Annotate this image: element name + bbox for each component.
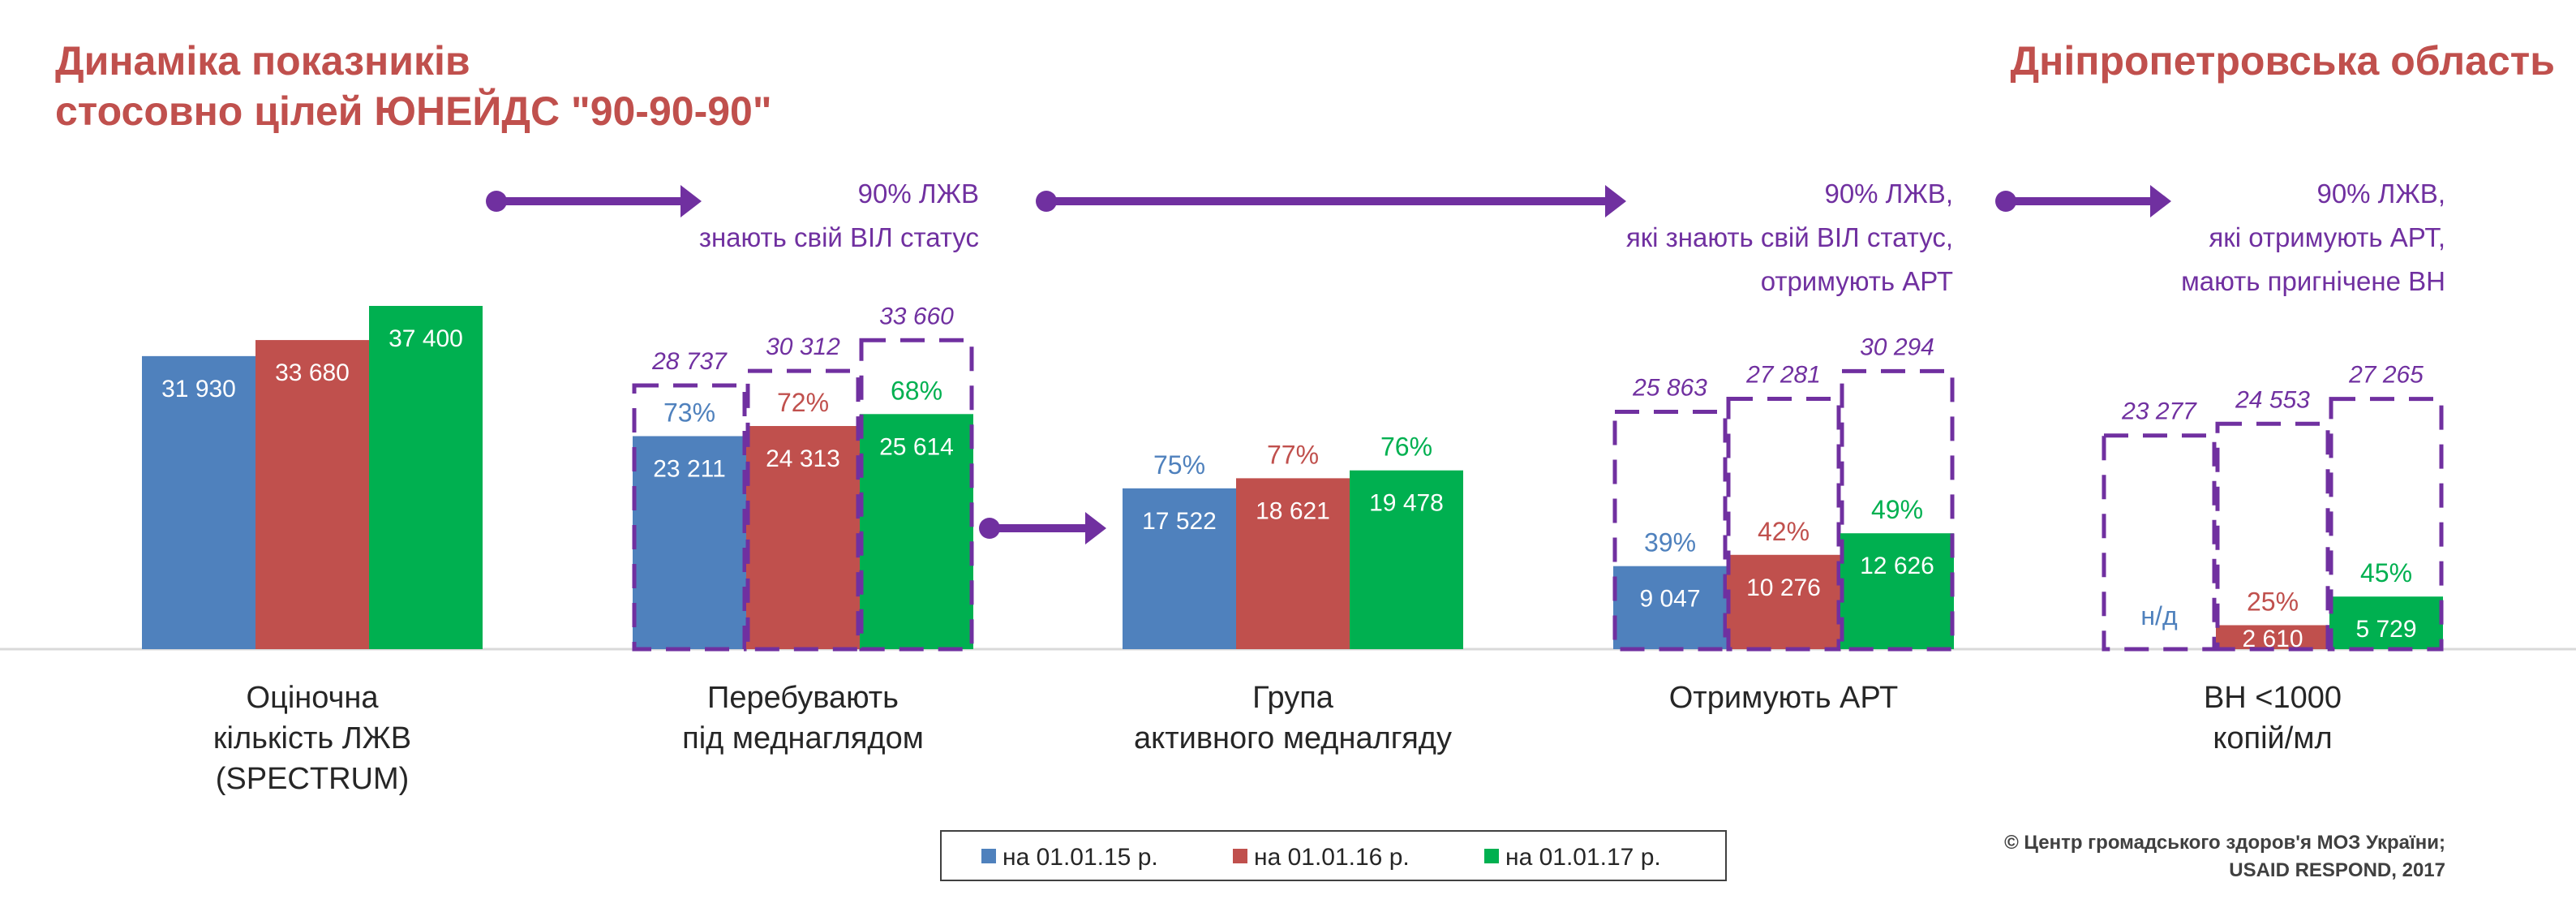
target-value-label: 28 737 <box>651 348 728 375</box>
percent-label: 76% <box>1380 432 1432 462</box>
percent-label: 49% <box>1871 495 1923 524</box>
percent-label: 45% <box>2360 558 2412 587</box>
target-box <box>859 338 974 652</box>
bar-value-label: 9 047 <box>1639 586 1700 613</box>
category-label: Перебувають <box>707 681 899 715</box>
bar <box>1613 566 1727 649</box>
arrow-3-head <box>2150 185 2171 217</box>
percent-label: 72% <box>777 388 829 417</box>
bar <box>1350 470 1463 649</box>
bar <box>1840 533 1954 649</box>
category-label: копій/мл <box>2213 721 2332 755</box>
percent-label: 75% <box>1153 450 1205 480</box>
bar-value-label: 23 211 <box>653 455 726 482</box>
annotation-text: отримують АРТ <box>1761 266 1953 296</box>
percent-label: 68% <box>891 376 942 405</box>
bar-value-label: 17 522 <box>1142 508 1217 535</box>
bar-value-label: н/д <box>2140 601 2178 630</box>
bar-value-label: 18 621 <box>1256 497 1330 524</box>
bar <box>255 340 369 649</box>
category-label: активного медналгяду <box>1134 721 1452 755</box>
bar-value-label: 25 614 <box>879 433 954 460</box>
category-label: кількість ЛЖВ <box>213 721 411 755</box>
target-value-label: 25 863 <box>1632 374 1707 401</box>
legend-swatch <box>981 849 996 863</box>
source-note: USAID RESPOND, 2017 <box>2229 859 2445 881</box>
percent-label: 42% <box>1758 517 1810 546</box>
chart-title: Динаміка показників <box>55 38 470 84</box>
legend-label: на 01.01.16 р. <box>1254 844 1410 871</box>
annotation-text: 90% ЛЖВ, <box>2316 179 2445 209</box>
target-value-label: 30 294 <box>1860 334 1934 360</box>
bar-value-label: 24 313 <box>766 445 840 472</box>
category-label: Отримують АРТ <box>1669 681 1899 715</box>
bar <box>142 355 255 649</box>
bar <box>2216 625 2329 649</box>
target-box <box>2102 433 2217 652</box>
bar-value-label: 10 276 <box>1746 574 1821 601</box>
bar <box>1236 478 1350 649</box>
percent-label: 73% <box>663 398 715 427</box>
bar <box>860 414 973 649</box>
percent-label: 77% <box>1267 440 1319 469</box>
bar <box>369 306 483 649</box>
bar-value-label: 31 930 <box>161 376 236 402</box>
arrow-1-head <box>680 185 702 217</box>
target-box <box>1840 368 1955 652</box>
bar <box>1123 488 1236 649</box>
percent-label: 39% <box>1644 528 1696 557</box>
bar <box>633 436 746 649</box>
category-label: під меднаглядом <box>682 721 924 755</box>
target-box <box>2215 421 2330 652</box>
legend-label: на 01.01.15 р. <box>1002 844 1158 871</box>
arrow-2-head <box>1605 185 1626 217</box>
annotation-text: знають свій ВІЛ статус <box>699 222 979 252</box>
percent-label: 25% <box>2247 587 2299 616</box>
category-label: Група <box>1252 681 1334 715</box>
category-label: Оціночна <box>247 681 380 715</box>
annotation-text: які знають свій ВІЛ статус, <box>1626 222 1953 252</box>
legend-label: на 01.01.17 р. <box>1505 844 1661 871</box>
target-value-label: 27 265 <box>2348 362 2424 389</box>
legend-swatch <box>1233 849 1247 863</box>
target-value-label: 24 553 <box>2235 386 2310 413</box>
bar <box>746 426 860 649</box>
annotation-text: 90% ЛЖВ <box>858 179 979 209</box>
target-box <box>1726 396 1841 652</box>
annotation-text: які отримують АРТ, <box>2209 222 2445 252</box>
target-box <box>632 383 747 652</box>
target-value-label: 33 660 <box>879 303 954 329</box>
bar-value-label: 5 729 <box>2355 616 2416 643</box>
bar-value-label: 12 626 <box>1860 553 1934 579</box>
target-value-label: 27 281 <box>1745 361 1821 388</box>
target-box <box>745 368 861 652</box>
region-title: Дніпропетровська область <box>2011 38 2555 84</box>
category-label: ВН <1000 <box>2204 681 2342 715</box>
bar-value-label: 19 478 <box>1369 490 1444 517</box>
target-value-label: 30 312 <box>766 334 840 360</box>
chart-title: стосовно цілей ЮНЕЙДС "90-90-90" <box>55 88 772 134</box>
bar-value-label: 33 680 <box>275 359 350 386</box>
legend <box>940 830 1727 881</box>
target-box <box>1612 409 1728 652</box>
legend-swatch <box>1484 849 1499 863</box>
bar <box>2329 596 2443 649</box>
source-note: © Центр громадського здоров'я МОЗ Україн… <box>2004 832 2445 854</box>
bar-value-label: 37 400 <box>389 325 463 352</box>
annotation-text: мають пригнічене ВН <box>2181 266 2445 296</box>
arrow-small-head <box>1085 512 1106 544</box>
target-value-label: 23 277 <box>2121 398 2197 425</box>
bar <box>1727 554 1840 649</box>
category-label: (SPECTRUM) <box>216 762 410 796</box>
annotation-text: 90% ЛЖВ, <box>1824 179 1953 209</box>
target-box <box>2329 397 2444 652</box>
